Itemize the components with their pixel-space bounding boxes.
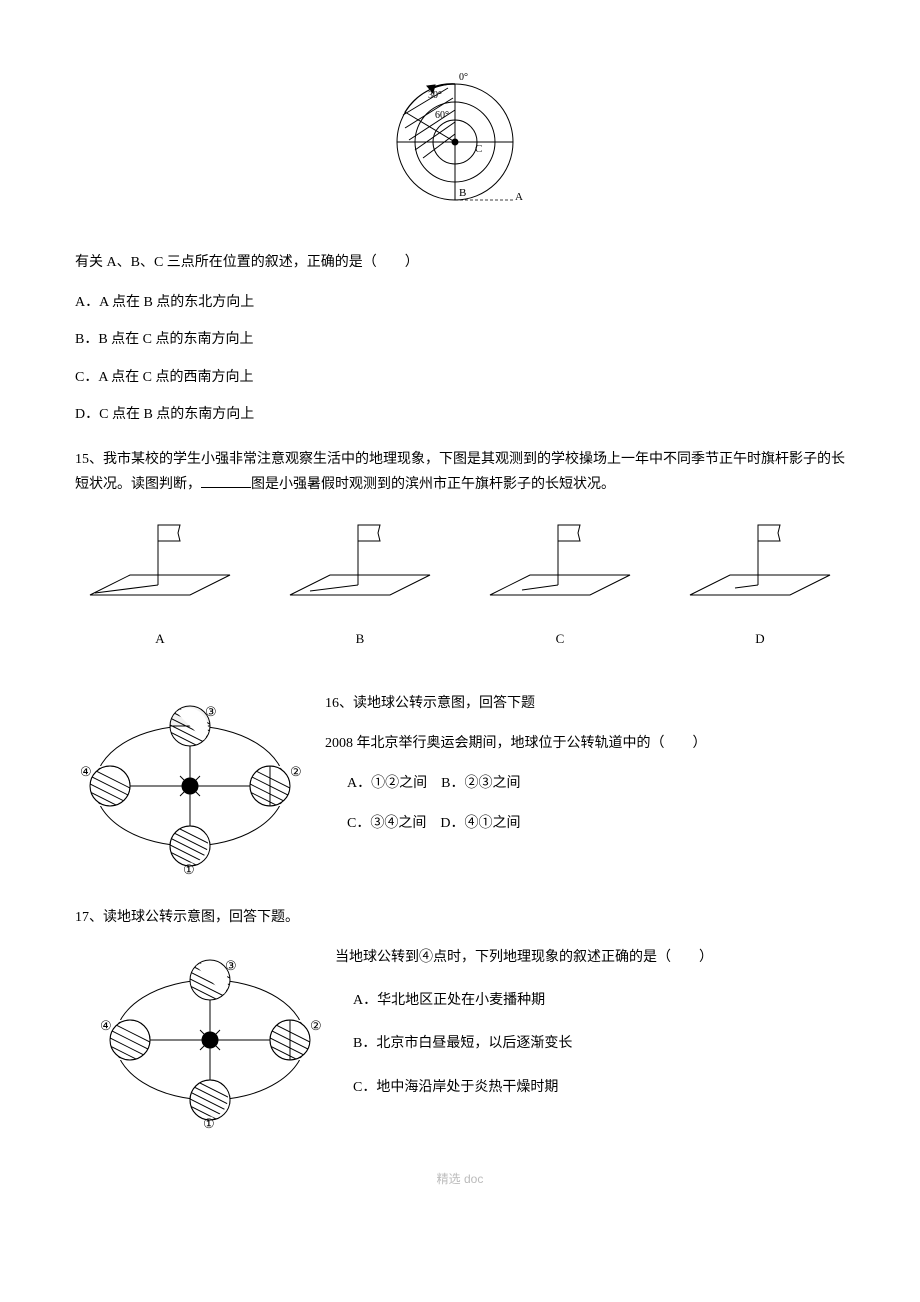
label-sixty: 60° [435,110,449,121]
flag-label-d: D [675,627,845,650]
orbit-label-2: ② [290,764,302,779]
label-C: C [475,143,482,155]
q15-text: 15、我市某校的学生小强非常注意观察生活中的地理现象，下图是其观测到的学校操场上… [75,447,845,497]
q15-flag-b: B [275,517,445,650]
q15-blank [201,474,251,488]
q16-diagram: ③ ② ① ④ [75,691,305,885]
label-A: A [515,191,523,203]
q17-stem: 当地球公转到④点时，下列地理现象的叙述正确的是（ ） [335,945,845,970]
q17-title: 17、读地球公转示意图，回答下题。 [75,905,845,930]
q17-diagram: ③ ② ① ④ [75,945,305,1139]
q16-stem: 2008 年北京举行奥运会期间，地球位于公转轨道中的（ ） [325,731,845,756]
orbit-label-4: ④ [80,764,92,779]
flag-svg-d [680,517,840,622]
q14-stem: 有关 A、B、C 三点所在位置的叙述，正确的是（ ） [75,250,845,275]
label-B-inner: B [459,187,466,199]
q15-flag-row: A B C [75,517,845,650]
q15-flag-d: D [675,517,845,650]
orbit-svg-17: ③ ② ① ④ [95,945,325,1130]
q17-option-a: A．华北地区正处在小麦播种期 [335,988,845,1013]
q15-flag-c: C [475,517,645,650]
q14-option-a: A．A 点在 B 点的东北方向上 [75,290,845,315]
orbit-svg-16: ③ ② ① ④ [75,691,305,876]
label-zero: 0° [459,72,468,83]
flag-svg-c [480,517,640,622]
flag-svg-b [280,517,440,622]
orbit-label-1: ① [183,862,195,876]
q16-opt-ab: A．①②之间 B．②③之间 [325,771,845,796]
flag-label-c: C [475,627,645,650]
q16-opt-cd: C．③④之间 D．④①之间 [325,811,845,836]
label-thirty: 30° [428,90,442,101]
q16-title: 16、读地球公转示意图，回答下题 [325,691,845,716]
q14-polar-diagram: 0° 30° 60° C B A [75,60,845,220]
polar-svg: 0° 30° 60° C B A [383,60,538,220]
q15-text-after: 图是小强暑假时观测到的滨州市正午旗杆影子的长短状况。 [251,477,615,492]
flag-label-b: B [275,627,445,650]
page-footer: 精选 doc [75,1169,845,1191]
flag-label-a: A [75,627,245,650]
q14-option-b: B．B 点在 C 点的东南方向上 [75,327,845,352]
orbit17-label-1: ① [203,1116,215,1130]
q17-option-b: B．北京市白昼最短，以后逐渐变长 [335,1031,845,1056]
q14-option-c: C．A 点在 C 点的西南方向上 [75,365,845,390]
orbit17-label-3: ③ [225,958,237,973]
q17-option-c: C．地中海沿岸处于炎热干燥时期 [335,1075,845,1100]
flag-svg-a [80,517,240,622]
q17-block: ③ ② ① ④ 当地球公转到④点时，下列地理现象的叙述正确的是（ ） A．华北地… [75,945,845,1139]
orbit-label-3: ③ [205,704,217,719]
q14-option-d: D．C 点在 B 点的东南方向上 [75,402,845,427]
orbit17-label-4: ④ [100,1018,112,1033]
q17-content: 当地球公转到④点时，下列地理现象的叙述正确的是（ ） A．华北地区正处在小麦播种… [305,945,845,1118]
q16-content: 16、读地球公转示意图，回答下题 2008 年北京举行奥运会期间，地球位于公转轨… [305,691,845,852]
q16-block: ③ ② ① ④ 16、读地球公转示意图，回答下题 2008 年北京举行奥运会期间… [75,691,845,885]
q15-flag-a: A [75,517,245,650]
